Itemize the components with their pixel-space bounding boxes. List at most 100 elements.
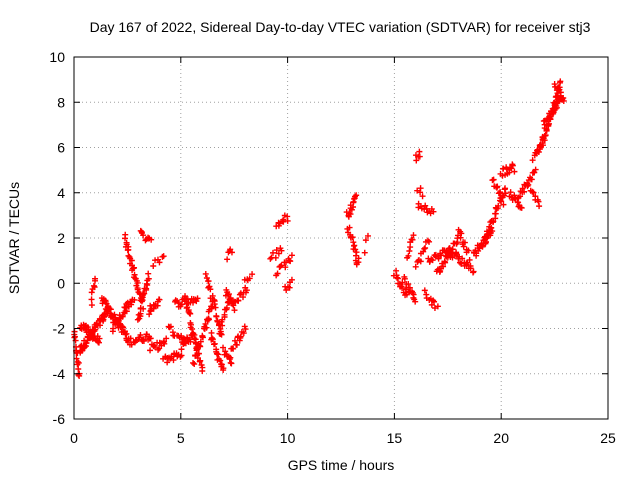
data-point [91,284,98,291]
data-point [156,259,163,266]
data-point [499,194,506,201]
data-point [211,301,218,308]
data-point [228,249,235,256]
data-point [233,341,240,348]
data-point [202,320,209,327]
data-point [458,230,465,237]
data-points [71,78,567,379]
grid-layer [74,57,608,419]
data-point [131,296,138,303]
x-tick-label: 20 [493,430,509,446]
data-point [127,335,134,342]
data-point [284,217,291,224]
data-point [421,287,428,294]
data-point [145,275,152,282]
data-point [492,210,499,217]
data-point [465,247,472,254]
data-point [183,296,190,303]
data-point [246,275,253,282]
data-point [405,252,412,259]
data-point [243,287,250,294]
data-point [196,342,203,349]
data-point [399,279,406,286]
data-point [412,263,419,270]
data-point [242,326,249,333]
data-point [521,188,528,195]
data-point [141,290,148,297]
data-point [412,298,419,305]
data-point [406,284,413,291]
data-point [178,346,185,353]
data-point [426,238,433,245]
data-point [217,357,224,364]
data-point [558,94,565,101]
data-point [223,304,230,311]
data-point [147,347,154,354]
data-point [269,249,276,256]
data-point [288,252,295,259]
data-point [560,97,567,104]
data-point [228,360,235,367]
data-point [227,354,234,361]
data-point [393,274,400,281]
data-point [145,270,152,277]
data-point [187,310,194,317]
data-point [272,254,279,261]
data-point [193,298,200,305]
data-point [88,302,95,309]
data-point [92,275,99,282]
data-point [282,264,289,271]
data-point [459,255,466,262]
data-point [490,176,497,183]
data-point [401,275,408,282]
data-point [231,307,238,314]
y-tick-label: -2 [53,321,66,337]
data-point [203,324,210,331]
data-point [409,236,416,243]
data-point [502,185,509,192]
data-point [435,255,442,262]
x-tick-label: 5 [177,430,185,446]
data-point [83,340,90,347]
data-point [528,176,535,183]
data-point [107,306,114,313]
data-point [541,137,548,144]
data-point [495,202,502,209]
data-point [507,189,514,196]
data-point [430,208,437,215]
data-point [539,142,546,149]
data-point [161,340,168,347]
data-point [362,237,369,244]
data-point [436,268,443,275]
data-point [286,284,293,291]
data-point [547,113,554,120]
data-point [419,193,426,200]
data-point [185,307,192,314]
data-point [212,304,219,311]
data-point [122,235,129,242]
data-point [220,365,227,372]
data-point [413,157,420,164]
data-point [274,270,281,277]
x-axis-label: GPS time / hours [288,457,395,473]
data-point [217,325,224,332]
data-point [199,368,206,375]
data-point [119,313,126,320]
data-point [137,332,144,339]
y-axis-label: SDTVAR / TECUs [6,182,22,294]
data-point [424,237,431,244]
data-point [220,344,227,351]
data-point [92,326,99,333]
data-point [140,337,147,344]
data-point [351,242,358,249]
data-point [202,270,209,277]
data-point [466,256,473,263]
data-point [288,276,295,283]
data-point [470,268,477,275]
data-point [457,234,464,241]
data-point [184,334,191,341]
data-point [190,330,197,337]
data-point [429,257,436,264]
data-point [122,331,129,338]
